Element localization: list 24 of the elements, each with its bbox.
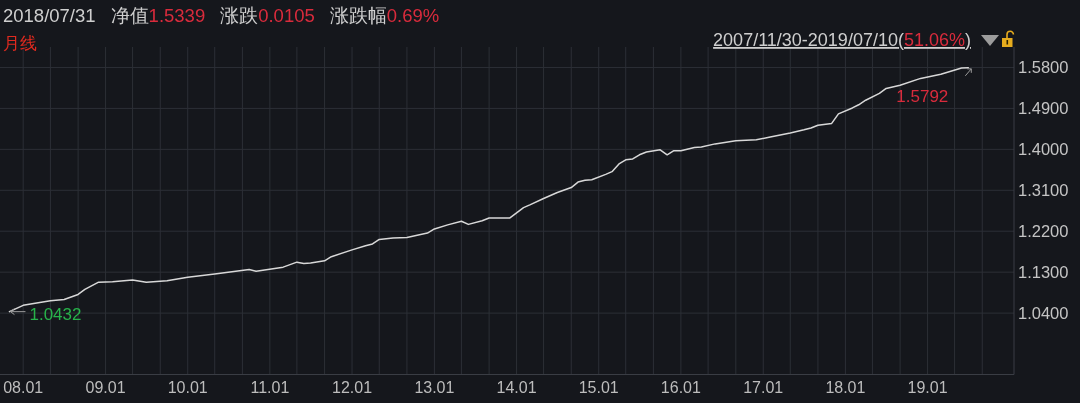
annotation: 1.5792 bbox=[896, 86, 949, 106]
x-tick-label: 14.01 bbox=[496, 379, 537, 396]
x-tick-label: 11.01 bbox=[250, 379, 290, 396]
x-tick-label: 12.01 bbox=[332, 379, 373, 396]
y-tick-label: 1.2200 bbox=[1018, 222, 1069, 241]
y-tick-label: 1.3100 bbox=[1018, 181, 1069, 200]
y-tick-label: 1.4000 bbox=[1018, 140, 1069, 159]
x-tick-label: 17.01 bbox=[743, 379, 784, 396]
x-tick-label: 10.01 bbox=[167, 379, 208, 396]
x-tick-label: 15.01 bbox=[578, 379, 619, 396]
x-tick-label: 13.01 bbox=[414, 379, 455, 396]
x-tick-label: 09.01 bbox=[85, 379, 126, 396]
x-tick-label: 18.01 bbox=[825, 379, 866, 396]
annotation: 1.0432 bbox=[29, 304, 82, 324]
x-tick-label: 16.01 bbox=[660, 379, 701, 396]
y-tick-label: 1.4900 bbox=[1018, 99, 1069, 118]
chart-subtitle: 月线 bbox=[3, 34, 37, 53]
y-tick-label: 1.1300 bbox=[1018, 263, 1069, 282]
annotation: 2007/11/30-2019/07/10(51.06%) bbox=[713, 30, 971, 50]
x-tick-label: 08.01 bbox=[3, 379, 44, 396]
y-tick-label: 1.0400 bbox=[1018, 304, 1069, 323]
chart-title: 2018/07/31 净值1.5339 涨跌0.0105 涨跌幅0.69% bbox=[3, 5, 440, 26]
y-tick-label: 1.5800 bbox=[1018, 58, 1069, 77]
x-tick-label: 19.01 bbox=[907, 379, 948, 396]
